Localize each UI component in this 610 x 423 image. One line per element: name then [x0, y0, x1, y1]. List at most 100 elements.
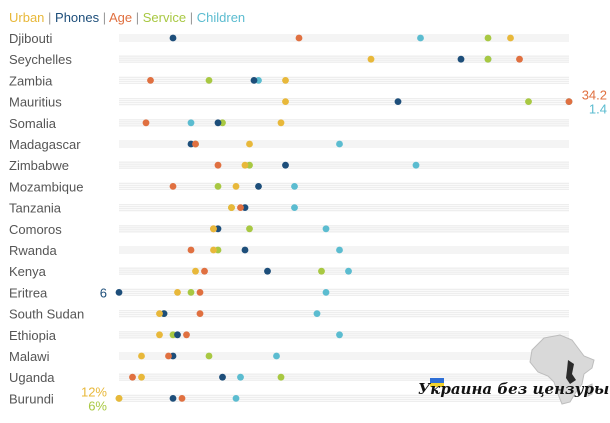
- dot-phones: [255, 183, 262, 190]
- dot-phones: [219, 373, 226, 381]
- dot-service: [318, 267, 325, 275]
- dot-phones: [264, 267, 271, 275]
- dot-age: [129, 373, 136, 381]
- dot-urban: [174, 289, 181, 296]
- country-label: Burundi: [9, 391, 54, 406]
- country-label: Djibouti: [9, 31, 52, 46]
- dot-urban: [156, 331, 163, 339]
- legend-separator: |: [99, 10, 110, 25]
- dot-children: [291, 183, 298, 190]
- annotation-label: 6: [100, 285, 107, 300]
- country-label: Mauritius: [9, 95, 62, 110]
- dot-phones: [250, 77, 258, 84]
- dot-children: [336, 246, 343, 254]
- dot-children: [345, 267, 352, 275]
- country-label: Comoros: [9, 222, 62, 237]
- dot-children: [412, 161, 420, 169]
- dot-children: [336, 331, 343, 339]
- dot-age: [201, 267, 208, 275]
- dot-children: [291, 204, 298, 212]
- dot-children: [322, 289, 330, 296]
- legend-separator: |: [44, 10, 56, 25]
- dot-children: [232, 395, 240, 402]
- dot-service: [187, 289, 195, 296]
- dot-age: [196, 289, 204, 296]
- legend-item-urban: Urban: [9, 10, 45, 25]
- country-label: Madagascar: [9, 137, 81, 152]
- dot-service: [205, 77, 213, 84]
- country-label: Zambia: [9, 73, 53, 88]
- dot-phones: [282, 161, 289, 169]
- dot-age: [565, 98, 573, 105]
- legend-item-age: Age: [109, 10, 133, 25]
- dot-children: [187, 119, 195, 127]
- legend: Urban | Phones | Age | Service | Childre…: [9, 10, 245, 25]
- dot-urban: [192, 267, 199, 275]
- dot-phones: [169, 395, 177, 402]
- ukraine-flag-icon: [430, 378, 444, 387]
- dot-age: [295, 34, 303, 42]
- annotation-label: 34.2: [582, 88, 607, 103]
- annotation-label: 12%: [81, 384, 107, 399]
- dot-urban: [232, 183, 240, 190]
- legend-separator: |: [186, 10, 197, 25]
- dot-urban: [210, 225, 217, 233]
- watermark-text: Украина без цензуры: [418, 380, 610, 398]
- country-label: Kenya: [9, 264, 47, 279]
- dot-children: [273, 352, 280, 360]
- dot-service: [484, 55, 492, 63]
- dot-urban: [138, 352, 145, 360]
- legend-item-service: Service: [142, 10, 187, 25]
- dot-urban: [210, 246, 217, 254]
- dot-urban: [241, 161, 249, 169]
- dot-phones: [115, 289, 123, 296]
- dot-age: [214, 161, 222, 169]
- dot-children: [237, 373, 244, 381]
- dot-children: [313, 310, 321, 317]
- dot-phones: [174, 331, 181, 339]
- dot-phones: [394, 98, 402, 105]
- dot-service: [484, 34, 492, 42]
- country-label: Rwanda: [9, 243, 57, 258]
- dot-age: [178, 395, 186, 402]
- dot-age: [192, 140, 199, 148]
- dot-phones: [169, 34, 177, 42]
- country-label: Zimbabwe: [9, 158, 69, 173]
- dot-urban: [367, 55, 375, 63]
- dot-urban: [138, 373, 145, 381]
- dot-children: [322, 225, 330, 233]
- legend-item-phones: Phones: [55, 10, 100, 25]
- dot-urban: [228, 204, 235, 212]
- dot-children: [336, 140, 343, 148]
- dot-urban: [282, 77, 289, 84]
- annotation-label: 1.4: [589, 102, 607, 117]
- dot-service: [246, 225, 253, 233]
- dot-urban: [156, 310, 163, 317]
- country-label: Ethiopia: [9, 328, 57, 343]
- dot-age: [196, 310, 204, 317]
- dot-age: [142, 119, 150, 127]
- country-label: Eritrea: [9, 285, 48, 300]
- dot-age: [516, 55, 523, 63]
- country-label: Somalia: [9, 116, 57, 131]
- country-label: Tanzania: [9, 201, 62, 216]
- dot-urban: [115, 395, 123, 402]
- dot-age: [169, 183, 177, 190]
- dot-service: [277, 373, 285, 381]
- dot-urban: [246, 140, 253, 148]
- dot-phones: [457, 55, 465, 63]
- dot-age: [183, 331, 190, 339]
- dot-age: [147, 77, 154, 84]
- dot-age: [165, 352, 172, 360]
- dot-age: [187, 246, 195, 254]
- dot-service: [205, 352, 213, 360]
- dot-service: [214, 183, 222, 190]
- dot-age: [237, 204, 244, 212]
- dot-urban: [282, 98, 289, 105]
- annotation-label: 6%: [88, 398, 107, 413]
- country-label: South Sudan: [9, 307, 84, 322]
- legend-separator: |: [132, 10, 143, 25]
- dot-children: [417, 34, 424, 42]
- country-label: Mozambique: [9, 179, 83, 194]
